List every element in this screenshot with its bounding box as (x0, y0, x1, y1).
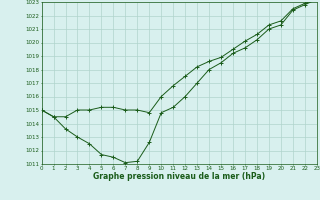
X-axis label: Graphe pression niveau de la mer (hPa): Graphe pression niveau de la mer (hPa) (93, 172, 265, 181)
